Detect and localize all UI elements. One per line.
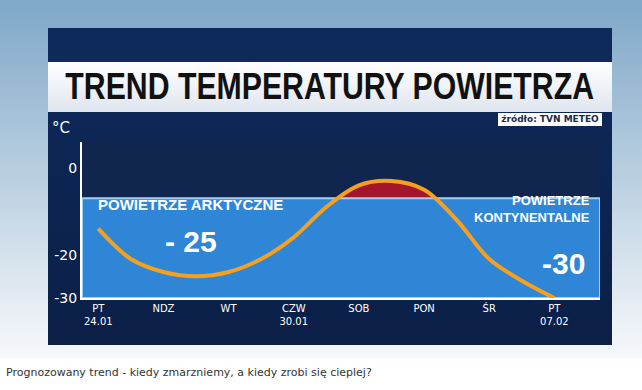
html-text:TREND TEMPERATURY POWIETRZA: TREND TEMPERATURY POWIETRZA <box>65 66 595 107</box>
svg-text:WT: WT <box>221 303 238 314</box>
svg-text:-30: -30 <box>54 290 77 306</box>
svg-text:PT07.02: PT07.02 <box>540 303 569 327</box>
svg-text:-30: -30 <box>542 247 585 280</box>
svg-text:PT24.01: PT24.01 <box>84 303 113 327</box>
svg-text:°C: °C <box>52 119 70 137</box>
svg-text:-20: -20 <box>54 247 77 263</box>
svg-text:NDZ: NDZ <box>152 303 174 314</box>
svg-text:SOB: SOB <box>348 303 369 314</box>
svg-text:POWIETRZE ARKTYCZNE: POWIETRZE ARKTYCZNE <box>98 196 283 213</box>
svg-text:CZW30.01: CZW30.01 <box>279 303 308 327</box>
html-text:Prognozowany trend - kiedy zma: Prognozowany trend - kiedy zmarzniemy, a… <box>6 366 372 379</box>
svg-text:0: 0 <box>68 160 77 176</box>
html-text:źródło: TVN METEO: źródło: TVN METEO <box>501 114 599 124</box>
svg-text:ŚR: ŚR <box>483 302 496 314</box>
svg-text:POWIETRZEKONTYNENTALNE: POWIETRZEKONTYNENTALNE <box>474 193 590 225</box>
svg-text:PON: PON <box>413 303 434 314</box>
svg-text:- 25: - 25 <box>165 225 217 258</box>
